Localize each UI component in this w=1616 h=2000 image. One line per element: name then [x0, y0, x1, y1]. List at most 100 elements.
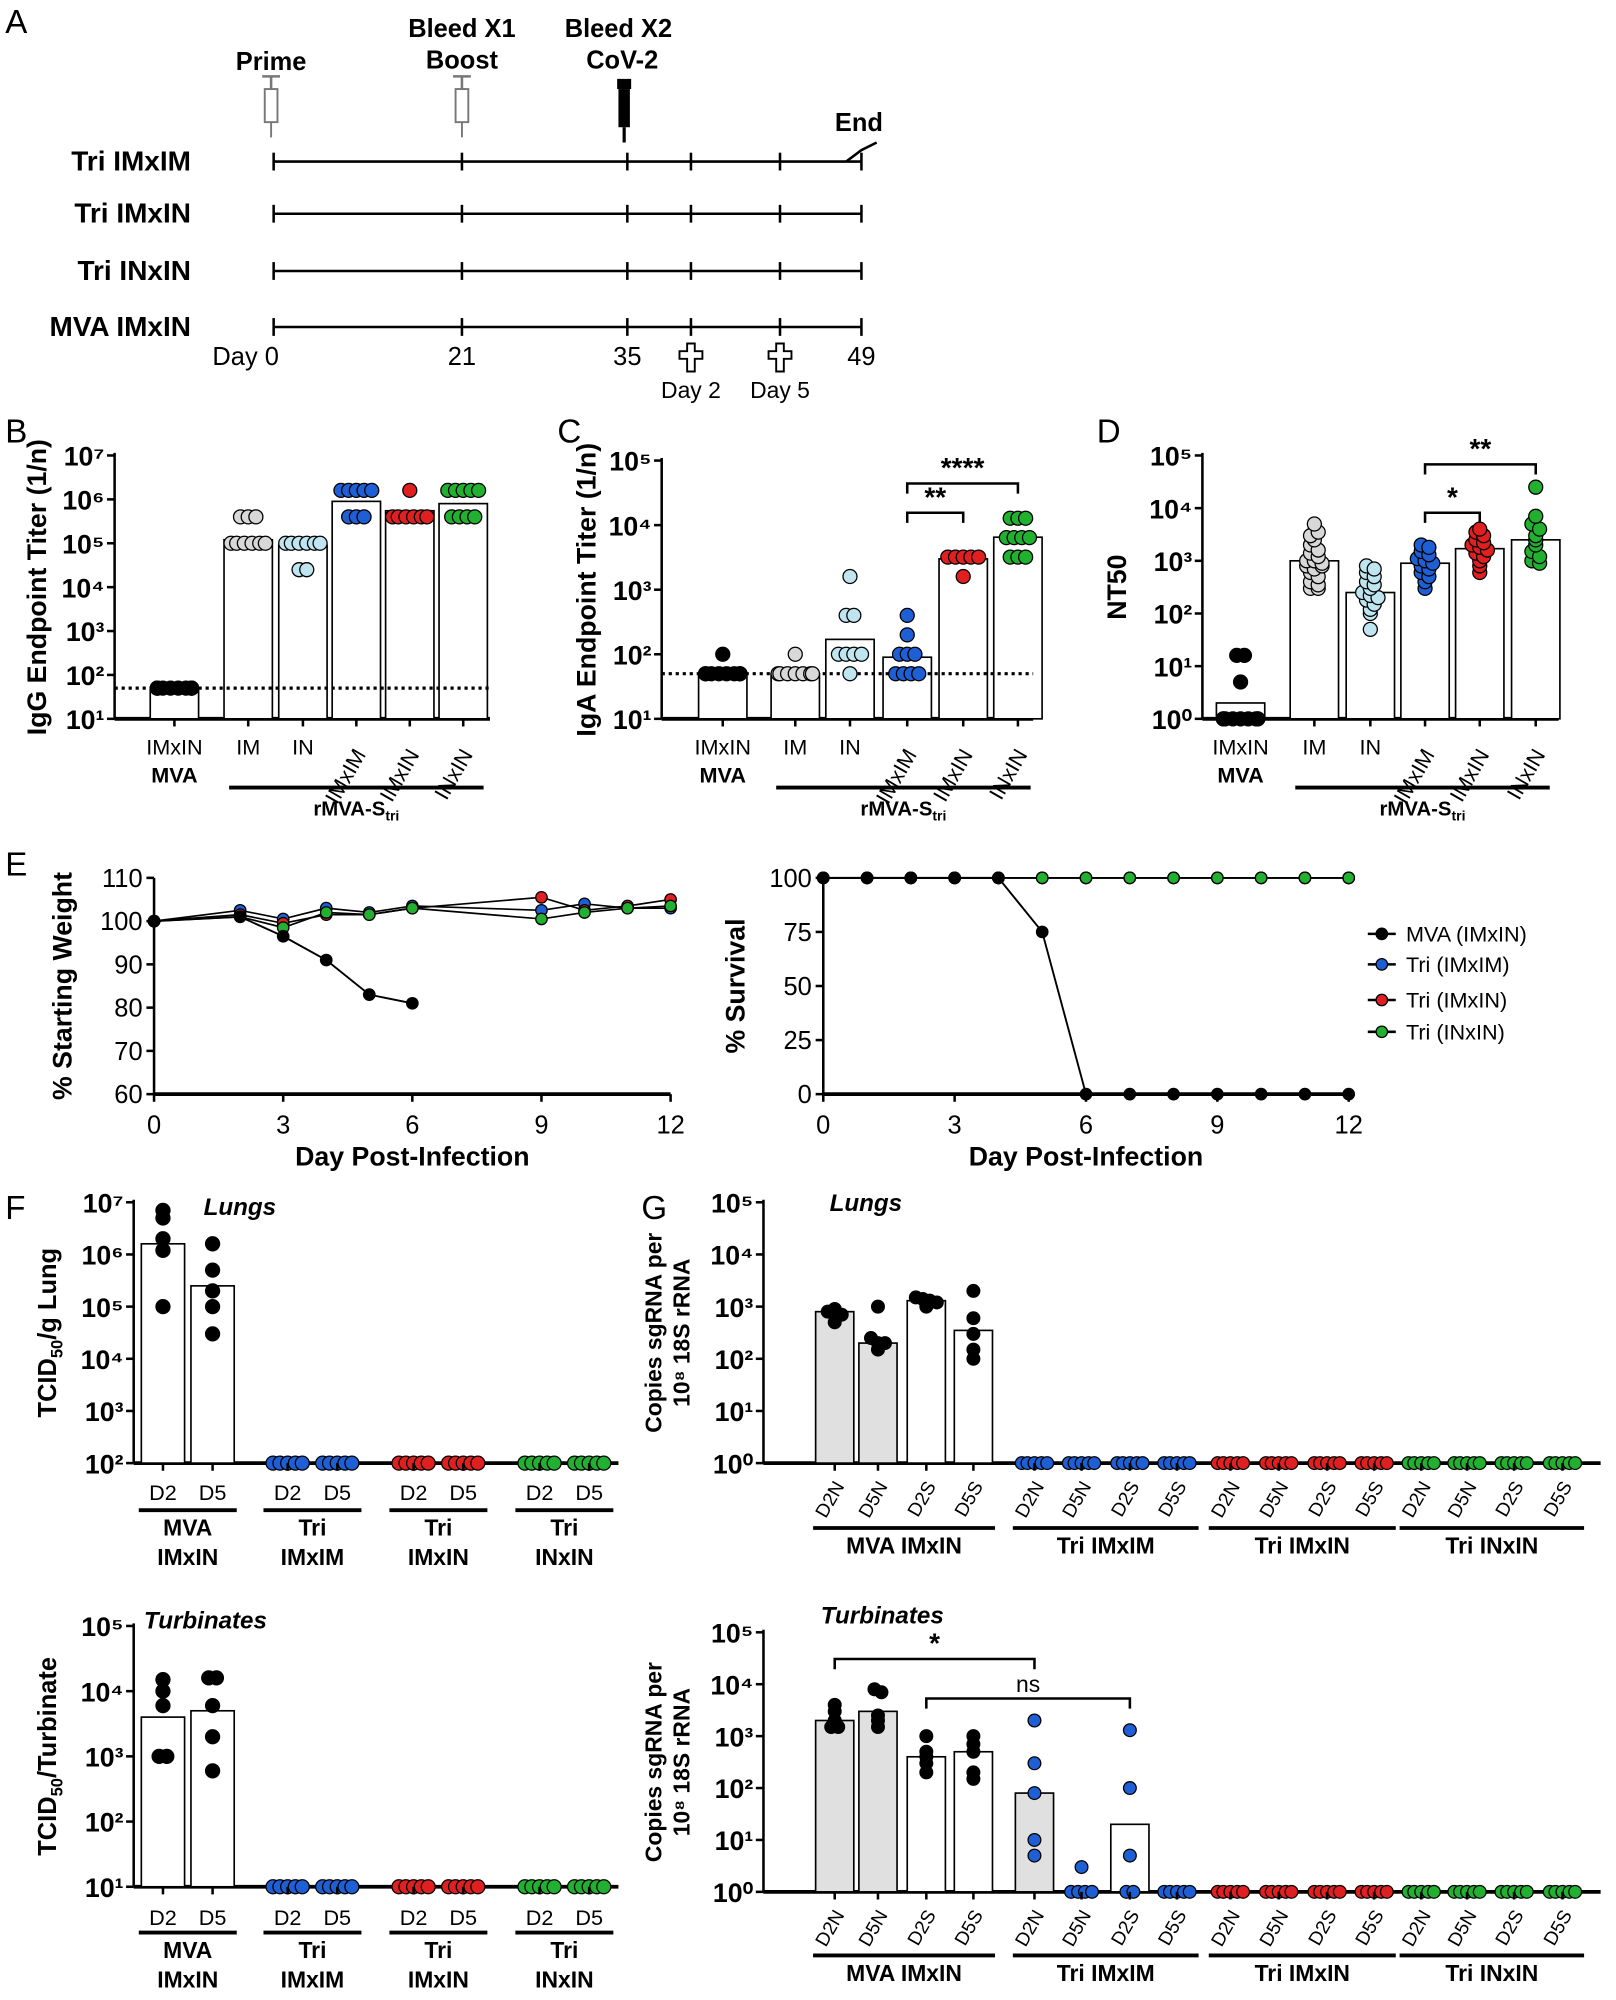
data-point	[966, 1283, 981, 1298]
x-tick-label: 9	[1210, 1112, 1224, 1140]
data-point	[312, 535, 328, 551]
data-point	[1123, 1087, 1137, 1101]
cross-shape	[678, 342, 704, 373]
category-label: D5N	[855, 1907, 892, 1951]
data-point	[1332, 1884, 1347, 1899]
category-label: D5N	[1256, 1478, 1293, 1522]
data-point	[621, 901, 634, 915]
significance-bracket	[1423, 463, 1538, 475]
data-point	[546, 1879, 562, 1895]
y-axis-label-part: 50	[47, 1340, 66, 1358]
y-tick-label: 10¹	[1154, 652, 1193, 682]
bar	[858, 1342, 898, 1464]
category-label: D2N	[812, 1478, 849, 1522]
data-point	[1426, 1884, 1441, 1899]
y-tick-label: 10⁴	[81, 1345, 124, 1375]
group-label-main: rMVA-S	[860, 799, 932, 821]
category-label: D5S	[1155, 1478, 1192, 1521]
category-label: D5N	[855, 1478, 892, 1522]
y-tick-label: 10²	[715, 1774, 754, 1804]
y-tick-label: 10²	[715, 1345, 754, 1375]
day-label: 49	[847, 343, 875, 371]
category-label: D5N	[1444, 1478, 1481, 1522]
bar	[882, 656, 933, 720]
data-point	[1087, 1456, 1102, 1471]
category-label: D5S	[1540, 1907, 1577, 1950]
group-label: MVA IMxIN	[846, 1960, 962, 1986]
category-label: D2	[149, 1480, 177, 1505]
group-label: Tri	[298, 1515, 326, 1541]
data-point	[1528, 479, 1544, 495]
data-point	[1122, 1723, 1137, 1738]
category-label: D2S	[904, 1907, 941, 1950]
category-label: INxIN	[429, 744, 478, 803]
group-label: MVA IMxIN	[846, 1532, 962, 1558]
data-point	[248, 509, 264, 525]
category-label: INxIN	[984, 744, 1033, 803]
category-label: IMxIN	[146, 734, 202, 759]
data-point	[294, 1879, 310, 1895]
series-line	[823, 876, 1349, 1096]
data-point	[204, 1283, 221, 1299]
pipette-icon	[617, 78, 632, 143]
y-axis-label: % Starting Weight	[47, 872, 77, 1100]
data-point	[899, 627, 915, 643]
y-axis-label: 10⁸ 18S rRNA	[669, 1259, 695, 1407]
data-point	[870, 1299, 885, 1314]
data-point	[470, 482, 487, 499]
data-point	[147, 914, 161, 928]
data-point	[1017, 510, 1034, 526]
legend-label: Tri (IMxIN)	[1406, 988, 1507, 1013]
cross-icon	[678, 342, 704, 373]
group-label: Tri IMxIN	[1255, 1532, 1350, 1558]
bar	[223, 538, 274, 720]
data-point	[1519, 1884, 1534, 1899]
x-axis-label: Day Post-Infection	[969, 1141, 1203, 1171]
significance-label: ****	[941, 452, 985, 483]
y-tick-label: 70	[114, 1038, 142, 1066]
data-point	[546, 1455, 562, 1471]
event-boost: Boost	[426, 47, 499, 75]
data-point	[877, 1336, 892, 1351]
group-label: IMxIN	[408, 1966, 469, 1992]
data-point	[1122, 1781, 1137, 1796]
y-tick-label: 10⁵	[62, 529, 104, 559]
data-point	[257, 535, 274, 551]
x-tick-label: 3	[948, 1112, 962, 1140]
y-axis-label: 10⁸ 18S rRNA	[669, 1688, 695, 1836]
cross-icon	[767, 342, 793, 373]
category-label: D2	[149, 1905, 177, 1930]
bar	[814, 1310, 855, 1464]
category-label: D5	[449, 1480, 477, 1505]
data-point	[402, 482, 418, 499]
panel-subtitle: Lungs	[204, 1194, 276, 1221]
y-tick-label: 10³	[66, 617, 105, 647]
data-point	[1017, 549, 1034, 565]
bar	[814, 1719, 855, 1893]
category-label: IN	[1360, 734, 1382, 759]
y-tick-label: 10³	[85, 1397, 124, 1427]
significance-bracket	[905, 482, 1020, 494]
y-axis-label: NT50	[1102, 554, 1132, 619]
data-point	[732, 666, 748, 682]
group-label: Tri	[550, 1515, 578, 1541]
data-point	[899, 607, 915, 624]
group-label-mva: MVA	[151, 762, 198, 787]
data-point	[919, 1744, 934, 1759]
panel-letter-C: C	[557, 414, 581, 451]
data-point	[159, 1748, 175, 1764]
data-point	[155, 1697, 171, 1714]
group-label: IMxIN	[408, 1544, 469, 1570]
data-point	[919, 1729, 934, 1744]
data-point	[294, 1455, 310, 1471]
group-label-mva: MVA	[700, 762, 747, 787]
data-point	[904, 871, 918, 885]
data-point	[1021, 530, 1038, 546]
category-label: D2S	[1108, 1907, 1145, 1950]
category-label: INxIN	[1502, 744, 1551, 803]
series-line	[153, 902, 671, 922]
y-tick-label: 10⁶	[82, 1241, 124, 1271]
y-tick-label: 10⁵	[711, 1188, 753, 1218]
y-tick-label: 10⁵	[81, 1612, 123, 1642]
category-label: D5	[199, 1905, 227, 1930]
